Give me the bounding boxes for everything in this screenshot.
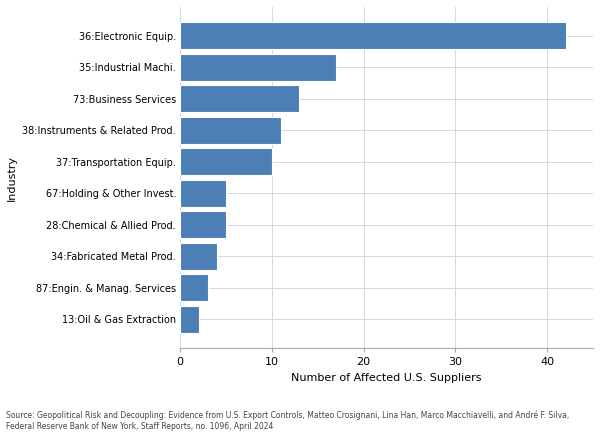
Bar (180, 275, 208, 301)
Bar (180, 54, 336, 81)
Bar (180, 211, 226, 238)
Bar (180, 149, 272, 175)
Text: Source: Geopolitical Risk and Decoupling: Evidence from U.S. Export Controls, Ma: Source: Geopolitical Risk and Decoupling… (6, 411, 569, 431)
Bar (180, 180, 226, 207)
Bar (180, 306, 199, 333)
Bar (180, 243, 217, 270)
Bar (180, 23, 566, 49)
Y-axis label: Industry: Industry (7, 155, 17, 200)
Bar (180, 85, 299, 112)
Bar (180, 117, 281, 144)
X-axis label: Number of Affected U.S. Suppliers: Number of Affected U.S. Suppliers (292, 373, 482, 383)
